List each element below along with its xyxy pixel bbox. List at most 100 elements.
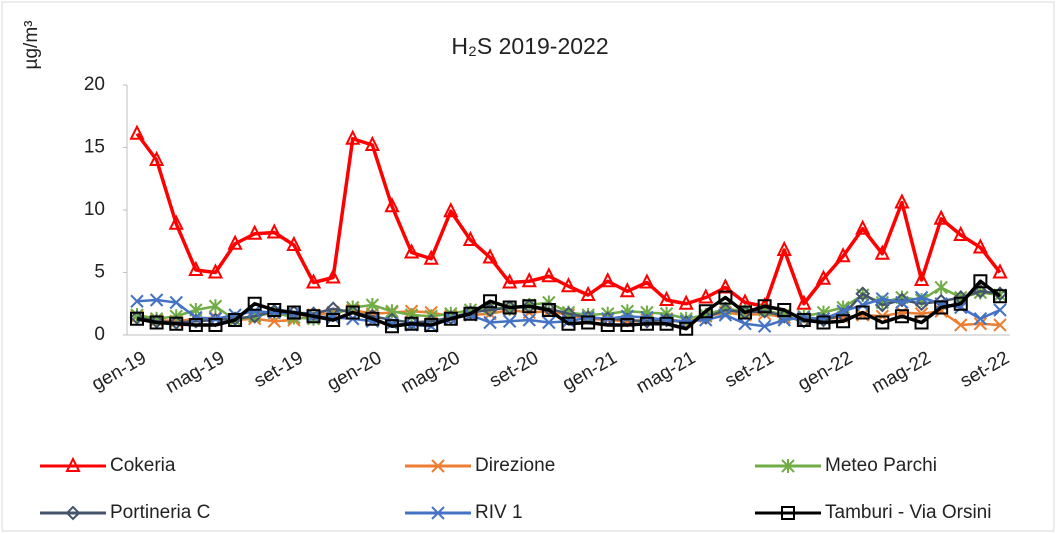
marker bbox=[560, 277, 577, 293]
marker bbox=[443, 311, 458, 326]
y-tick-label: 5 bbox=[94, 262, 105, 283]
marker bbox=[345, 305, 360, 320]
marker bbox=[207, 263, 224, 279]
marker bbox=[541, 303, 556, 317]
marker bbox=[875, 315, 890, 330]
marker bbox=[502, 300, 517, 315]
marker bbox=[855, 286, 871, 302]
marker bbox=[188, 318, 203, 332]
marker bbox=[718, 290, 733, 305]
y-tick-label: 10 bbox=[84, 199, 105, 220]
marker bbox=[874, 244, 890, 260]
marker bbox=[443, 202, 459, 218]
marker bbox=[875, 292, 890, 306]
marker bbox=[228, 313, 243, 327]
marker bbox=[541, 301, 557, 317]
marker bbox=[698, 304, 713, 319]
marker bbox=[973, 317, 988, 331]
legend-marker bbox=[781, 459, 795, 473]
marker bbox=[168, 315, 184, 330]
marker bbox=[522, 313, 536, 327]
legend-marker bbox=[65, 456, 81, 472]
marker bbox=[933, 209, 949, 225]
marker bbox=[168, 214, 184, 230]
y-axis-label: µg/m³ bbox=[21, 21, 42, 70]
marker bbox=[306, 309, 321, 324]
marker bbox=[208, 299, 223, 314]
marker bbox=[581, 315, 596, 330]
marker bbox=[149, 315, 164, 330]
legend-label: Portineria C bbox=[110, 502, 210, 523]
marker bbox=[855, 305, 870, 320]
marker bbox=[580, 285, 596, 301]
marker bbox=[130, 311, 144, 326]
marker bbox=[286, 235, 302, 251]
marker bbox=[129, 310, 145, 325]
marker bbox=[973, 312, 988, 326]
marker bbox=[169, 316, 184, 331]
marker bbox=[796, 313, 811, 327]
marker bbox=[659, 316, 674, 331]
marker bbox=[227, 234, 243, 250]
marker bbox=[953, 225, 969, 241]
marker bbox=[953, 296, 968, 311]
marker bbox=[718, 308, 733, 322]
legend-label: Direzione bbox=[475, 455, 555, 476]
marker bbox=[345, 129, 361, 145]
marker bbox=[326, 313, 341, 327]
marker bbox=[483, 315, 497, 330]
marker bbox=[541, 267, 557, 283]
marker bbox=[385, 304, 399, 319]
marker bbox=[286, 305, 301, 320]
legend-marker bbox=[431, 459, 445, 473]
legend-label: Meteo Parchi bbox=[825, 455, 937, 476]
marker bbox=[267, 303, 282, 317]
marker bbox=[679, 321, 694, 336]
marker bbox=[483, 294, 498, 309]
marker bbox=[914, 315, 929, 330]
marker bbox=[855, 219, 871, 235]
marker bbox=[189, 310, 203, 325]
chart-title: H₂S 2019-2022 bbox=[451, 33, 608, 59]
marker bbox=[698, 288, 714, 304]
marker bbox=[954, 318, 968, 332]
marker bbox=[796, 294, 812, 310]
marker bbox=[325, 268, 341, 284]
marker bbox=[600, 272, 616, 288]
marker bbox=[914, 290, 929, 305]
marker bbox=[247, 296, 262, 311]
marker bbox=[384, 319, 399, 334]
marker bbox=[365, 311, 380, 326]
marker bbox=[522, 299, 537, 314]
marker bbox=[972, 283, 988, 299]
marker bbox=[620, 309, 635, 323]
marker bbox=[130, 294, 144, 308]
marker bbox=[835, 247, 851, 263]
marker bbox=[384, 197, 400, 213]
y-tick-label: 0 bbox=[94, 324, 105, 345]
marker bbox=[305, 273, 322, 289]
marker bbox=[738, 305, 753, 320]
legend-marker bbox=[781, 506, 795, 520]
marker bbox=[423, 249, 439, 265]
y-tick-label: 15 bbox=[84, 137, 105, 158]
legend-marker bbox=[431, 506, 445, 520]
marker bbox=[149, 313, 165, 329]
marker bbox=[169, 295, 183, 310]
marker bbox=[482, 248, 498, 264]
marker bbox=[776, 308, 792, 324]
marker bbox=[561, 316, 576, 331]
marker bbox=[521, 272, 537, 288]
marker bbox=[894, 193, 910, 209]
marker bbox=[934, 280, 948, 295]
marker bbox=[188, 260, 204, 276]
marker bbox=[993, 303, 1007, 317]
marker bbox=[129, 124, 145, 140]
marker bbox=[247, 224, 263, 240]
marker bbox=[993, 289, 1007, 304]
marker bbox=[972, 238, 989, 254]
marker bbox=[148, 150, 165, 166]
marker bbox=[208, 318, 223, 332]
legend-marker bbox=[65, 505, 81, 521]
marker bbox=[619, 282, 635, 298]
